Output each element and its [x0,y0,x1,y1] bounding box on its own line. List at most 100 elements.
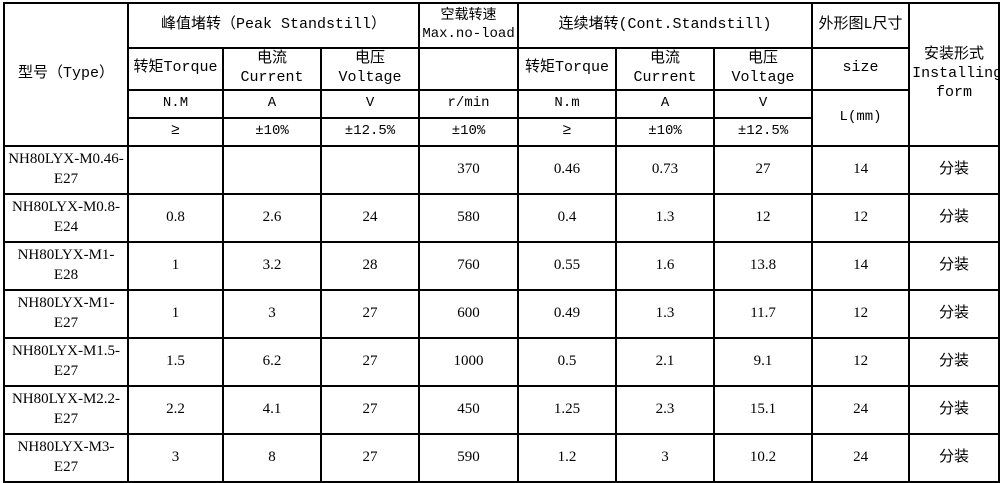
cell-speed: 1000 [418,336,520,387]
cell-cont-current: 2.1 [615,336,716,387]
cell-cont-torque: 0.5 [517,336,618,387]
cell-type: NH80LYX-M3-E27 [3,432,129,483]
cell-peak-current: 3 [222,288,322,339]
noload-empty-cell [418,47,520,91]
col-header-peak-voltage: 电压Voltage [319,47,421,91]
cell-install: 分装 [908,336,1001,387]
tol-cont-torque: ≥ [517,116,618,147]
cell-size: 24 [811,384,911,435]
group-header-peak-standstill: 峰值堵转（Peak Standstill） [126,2,421,49]
cell-peak-torque: 1 [127,240,224,291]
cell-peak-voltage: 28 [319,240,421,291]
cell-size: 12 [811,336,911,387]
cell-install: 分装 [908,192,1001,243]
col-header-size-sub: size [811,47,911,91]
cell-cont-torque: 1.2 [517,432,618,483]
cell-install: 分装 [908,432,1001,483]
cell-install: 分装 [908,144,1001,195]
noload-label-en: Max.no-load [422,25,515,42]
cell-peak-current [222,144,322,195]
cell-cont-torque: 0.4 [517,192,618,243]
tol-cont-voltage: ±12.5% [713,116,814,147]
group-header-noload-speed: 空载转速 Max.no-load [418,2,520,49]
cell-peak-current: 6.2 [222,336,322,387]
cell-peak-voltage: 27 [319,336,421,387]
col-header-cont-torque: 转矩Torque [517,47,618,91]
cell-type: NH80LYX-M0.46-E27 [3,144,129,195]
unit-peak-current: A [222,88,322,119]
col-header-cont-current: 电流Current [615,47,716,91]
cell-peak-torque [127,144,224,195]
cell-speed: 760 [418,240,520,291]
group-header-cont-standstill: 连续堵转(Cont.Standstill) [517,2,814,49]
tol-peak-voltage: ±12.5% [319,116,421,147]
cell-peak-voltage: 27 [319,384,421,435]
install-label-cn: 安装形式 [924,46,985,64]
unit-peak-voltage: V [319,88,421,119]
cell-size: 12 [811,192,911,243]
cell-install: 分装 [908,384,1001,435]
cell-peak-torque: 3 [127,432,224,483]
cell-cont-torque: 0.49 [517,288,618,339]
unit-cont-voltage: V [713,88,814,119]
cell-cont-voltage: 11.7 [713,288,814,339]
cell-cont-current: 1.6 [615,240,716,291]
cell-cont-current: 2.3 [615,384,716,435]
unit-cont-current: A [615,88,716,119]
cell-cont-current: 1.3 [615,192,716,243]
cell-peak-torque: 0.8 [127,192,224,243]
table-row: NH80LYX-M1-E28 1 3.2 28 760 0.55 1.6 13.… [3,240,1001,291]
cell-peak-voltage [319,144,421,195]
col-header-cont-voltage: 电压Voltage [713,47,814,91]
cell-speed: 600 [418,288,520,339]
cell-cont-voltage: 13.8 [713,240,814,291]
noload-label-cn: 空载转速 [440,8,497,24]
cell-size: 12 [811,288,911,339]
cell-peak-current: 2.6 [222,192,322,243]
cell-peak-voltage: 24 [319,192,421,243]
cell-cont-voltage: 12 [713,192,814,243]
cell-cont-torque: 0.55 [517,240,618,291]
cell-type: NH80LYX-M0.8-E24 [3,192,129,243]
cell-peak-torque: 1 [127,288,224,339]
cell-type: NH80LYX-M1.5-E27 [3,336,129,387]
cell-peak-torque: 1.5 [127,336,224,387]
cell-cont-current: 1.3 [615,288,716,339]
cell-cont-voltage: 10.2 [713,432,814,483]
unit-speed: r/min [418,88,520,119]
unit-peak-torque: N.M [127,88,224,119]
col-header-installing-form: 安装形式 Installing form [908,2,1001,147]
cell-install: 分装 [908,288,1001,339]
cell-cont-current: 3 [615,432,716,483]
cell-type: NH80LYX-M2.2-E27 [3,384,129,435]
col-header-peak-torque: 转矩Torque [127,47,224,91]
cell-cont-voltage: 15.1 [713,384,814,435]
table-row: NH80LYX-M3-E27 3 8 27 590 1.2 3 10.2 24 … [3,432,1001,483]
cell-peak-current: 3.2 [222,240,322,291]
tol-peak-current: ±10% [222,116,322,147]
cell-type: NH80LYX-M1-E27 [3,288,129,339]
cell-peak-current: 8 [222,432,322,483]
table-row: NH80LYX-M2.2-E27 2.2 4.1 27 450 1.25 2.3… [3,384,1001,435]
cell-size: 14 [811,240,911,291]
cell-speed: 580 [418,192,520,243]
table-row: NH80LYX-M0.46-E27 370 0.46 0.73 27 14 分装 [3,144,1001,195]
cell-speed: 370 [418,144,520,195]
cell-size: 14 [811,144,911,195]
install-label-en1: Installing [912,64,1000,82]
tol-peak-torque: ≥ [127,116,224,147]
group-header-size: 外形图L尺寸 [811,2,911,49]
motor-spec-table: 型号（Type） 峰值堵转（Peak Standstill） 空载转速 Max.… [3,2,1001,483]
cell-peak-voltage: 27 [319,288,421,339]
cell-peak-torque: 2.2 [127,384,224,435]
cell-install: 分装 [908,240,1001,291]
table-row: NH80LYX-M0.8-E24 0.8 2.6 24 580 0.4 1.3 … [3,192,1001,243]
cell-cont-torque: 0.46 [517,144,618,195]
table-row: NH80LYX-M1-E27 1 3 27 600 0.49 1.3 11.7 … [3,288,1001,339]
table-row: NH80LYX-M1.5-E27 1.5 6.2 27 1000 0.5 2.1… [3,336,1001,387]
cell-type: NH80LYX-M1-E28 [3,240,129,291]
tol-cont-current: ±10% [615,116,716,147]
unit-size-lmm: L(mm) [811,88,911,147]
col-header-type: 型号（Type） [3,2,129,147]
cell-cont-voltage: 27 [713,144,814,195]
